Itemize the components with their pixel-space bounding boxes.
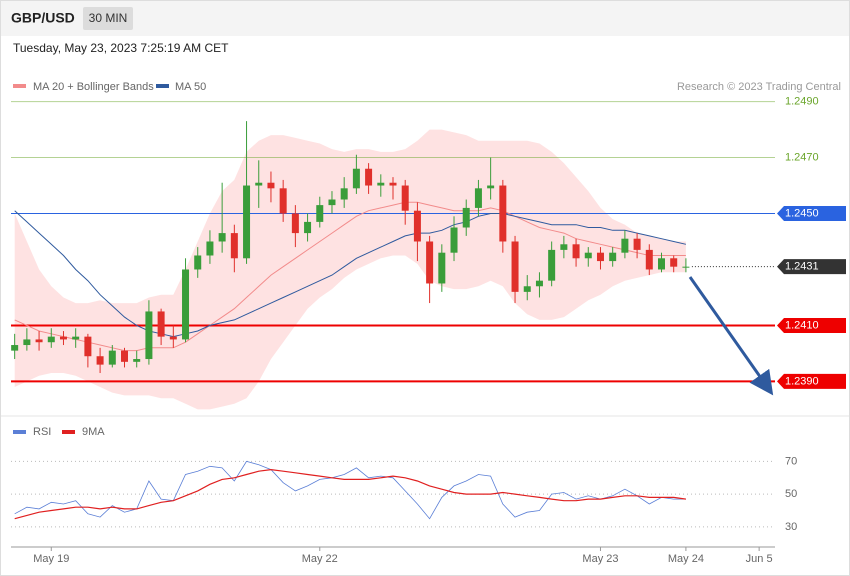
forecast-arrow	[688, 276, 774, 396]
candle-body	[584, 252, 592, 259]
candle-body	[462, 207, 470, 228]
y-tick-label: 50	[785, 488, 797, 500]
candle-body	[499, 185, 507, 242]
candle-body	[474, 188, 482, 208]
candle-body	[59, 336, 67, 340]
x-tick-label: May 24	[668, 553, 704, 565]
candle-body	[316, 205, 324, 222]
candle-body	[413, 210, 421, 242]
candle-body	[438, 252, 446, 284]
candle-body	[657, 258, 665, 270]
symbol: GBP/USD	[11, 10, 75, 26]
legend-label: MA 50	[175, 81, 206, 93]
level-label: 1.2410	[785, 319, 819, 331]
candle-body	[377, 182, 385, 186]
candle-body	[645, 249, 653, 270]
level-tag	[777, 317, 846, 333]
legend-label: RSI	[33, 426, 51, 438]
header-bar	[1, 1, 849, 36]
level-label: 1.2431	[785, 261, 819, 273]
level-tag	[777, 259, 846, 275]
candle-body	[291, 213, 299, 234]
y-tick-label: 30	[785, 521, 797, 533]
legend-label: MA 20 + Bollinger Bands	[33, 81, 154, 93]
candle-body	[279, 188, 287, 214]
candle-body	[682, 266, 690, 268]
candle-body	[352, 168, 360, 189]
level-label: 1.2490	[785, 95, 819, 107]
candle-body	[548, 249, 556, 281]
candle-body	[572, 244, 580, 259]
candle-body	[96, 356, 104, 365]
level-tag	[777, 206, 846, 222]
candle-body	[267, 182, 275, 189]
candle-body	[560, 244, 568, 250]
bollinger-band	[14, 129, 686, 410]
candle-body	[535, 280, 543, 287]
level-label: 1.2470	[785, 151, 819, 163]
candle-body	[340, 188, 348, 200]
candle-body	[121, 350, 129, 362]
candle-body	[243, 185, 251, 259]
candle-body	[670, 258, 678, 267]
timestamp: Tuesday, May 23, 2023 7:25:19 AM CET	[13, 41, 229, 55]
candle-body	[426, 241, 434, 284]
legend-swatch	[13, 84, 26, 88]
credit: Research © 2023 Trading Central	[677, 81, 841, 93]
candle-body	[108, 350, 116, 365]
candle-body	[365, 168, 373, 186]
candle-body	[157, 311, 165, 337]
candle-body	[206, 241, 214, 256]
ma-line	[14, 210, 687, 338]
candle-body	[487, 185, 495, 189]
legend-label: 9MA	[82, 426, 105, 438]
candle-body	[133, 359, 141, 362]
candle-body	[304, 221, 312, 234]
y-tick-label: 70	[785, 455, 797, 467]
candle-body	[328, 199, 336, 206]
candle-body	[72, 336, 80, 340]
candle-body	[450, 227, 458, 253]
interval[interactable]: 30 MIN	[89, 11, 128, 25]
candle-body	[23, 339, 31, 346]
candle-body	[11, 345, 19, 351]
candle-body	[145, 311, 153, 360]
candle-body	[194, 255, 202, 270]
indicator-line	[14, 468, 686, 520]
candle-body	[401, 185, 409, 211]
x-tick-label: May 22	[302, 553, 338, 565]
candle-body	[609, 252, 617, 262]
candle-body	[218, 233, 226, 242]
x-tick-label: Jun 5	[746, 553, 773, 565]
candle-body	[169, 336, 177, 340]
indicator-line	[14, 460, 686, 520]
candle-body	[255, 182, 263, 186]
candle-body	[523, 286, 531, 292]
candle-body	[596, 252, 604, 262]
candle-body	[511, 241, 519, 292]
legend-swatch	[156, 84, 169, 88]
x-tick-label: May 19	[33, 553, 69, 565]
level-tag	[777, 373, 846, 389]
candle-body	[230, 233, 238, 259]
interval-button[interactable]	[83, 7, 133, 30]
level-label: 1.2390	[785, 375, 819, 387]
candle-body	[633, 238, 641, 250]
candle-body	[621, 238, 629, 253]
candle-body	[389, 182, 397, 186]
level-label: 1.2450	[785, 207, 819, 219]
legend-swatch	[62, 430, 75, 434]
candle-body	[47, 336, 55, 343]
candle-body	[84, 336, 92, 357]
x-tick-label: May 23	[582, 553, 618, 565]
ma-line	[14, 201, 686, 352]
legend-swatch	[13, 430, 26, 434]
candle-body	[35, 339, 43, 343]
candle-body	[182, 269, 190, 340]
